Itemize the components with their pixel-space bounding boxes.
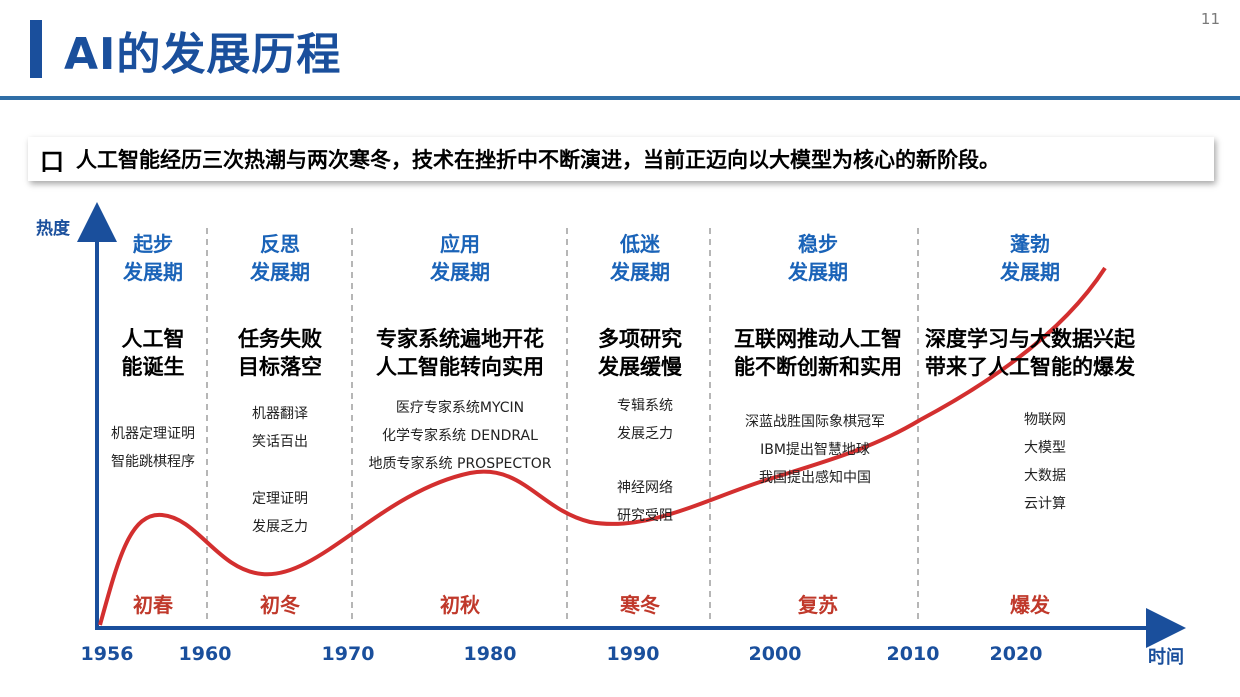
period-season: 复苏 xyxy=(798,593,838,617)
y-axis-label: 热度 xyxy=(36,219,70,239)
year-label: 1956 xyxy=(80,643,134,665)
year-label: 1960 xyxy=(178,643,232,665)
period-season: 爆发 xyxy=(1010,593,1050,617)
period-headline: 深度学习与大数据兴起 带来了人工智能的爆发 xyxy=(925,327,1135,379)
period-title: 反思 发展期 xyxy=(250,232,310,284)
year-label: 2010 xyxy=(886,643,940,665)
period-headline: 人工智 能诞生 xyxy=(121,327,185,379)
period-detail: 医疗专家系统MYCIN 化学专家系统 DENDRAL 地质专家系统 PROSPECT… xyxy=(368,400,552,472)
period-season: 初秋 xyxy=(440,593,480,617)
title-accent-bar xyxy=(30,20,42,78)
year-label: 1990 xyxy=(606,643,660,665)
heat-curve xyxy=(98,266,1107,626)
period-season: 初冬 xyxy=(260,593,300,617)
period-season: 寒冬 xyxy=(620,593,660,617)
year-label: 2000 xyxy=(748,643,802,665)
period-detail: 机器翻译 笑话百出 xyxy=(252,406,308,450)
period-title: 稳步 发展期 xyxy=(788,232,848,284)
period-title: 蓬勃 发展期 xyxy=(1000,232,1060,284)
period-detail: 神经网络 研究受阻 xyxy=(617,480,673,524)
year-label: 2020 xyxy=(989,643,1043,665)
period-headline: 专家系统遍地开花 人工智能转向实用 xyxy=(376,327,544,379)
summary-box: 口 人工智能经历三次热潮与两次寒冬，技术在挫折中不断演进，当前正迈向以大模型为核… xyxy=(28,137,1214,181)
period-headline: 任务失败 目标落空 xyxy=(238,327,322,379)
period-title: 起步 发展期 xyxy=(123,232,183,284)
period-title: 低迷 发展期 xyxy=(610,232,670,284)
period-headline: 互联网推动人工智 能不断创新和实用 xyxy=(734,327,902,379)
period-detail: 定理证明 发展乏力 xyxy=(252,491,308,535)
period-season: 初春 xyxy=(133,593,173,617)
page-number: 11 xyxy=(1200,10,1220,28)
title-divider xyxy=(0,96,1240,100)
x-axis-label: 时间 xyxy=(1148,647,1184,668)
year-label: 1980 xyxy=(463,643,517,665)
year-label: 1970 xyxy=(321,643,375,665)
period-detail: 深蓝战胜国际象棋冠军 IBM提出智慧地球 我国提出感知中国 xyxy=(745,414,885,486)
period-detail: 物联网 大模型 大数据 云计算 xyxy=(1024,412,1066,512)
summary-bullet-icon: 口 xyxy=(40,147,64,176)
period-detail: 专辑系统 发展乏力 xyxy=(617,398,673,442)
summary-text: 人工智能经历三次热潮与两次寒冬，技术在挫折中不断演进，当前正迈向以大模型为核心的… xyxy=(76,148,1000,172)
period-headline: 多项研究 发展缓慢 xyxy=(598,327,682,379)
page-title: AI的发展历程 xyxy=(64,29,342,80)
period-title: 应用 发展期 xyxy=(430,232,490,284)
period-detail: 机器定理证明 智能跳棋程序 xyxy=(111,426,195,470)
